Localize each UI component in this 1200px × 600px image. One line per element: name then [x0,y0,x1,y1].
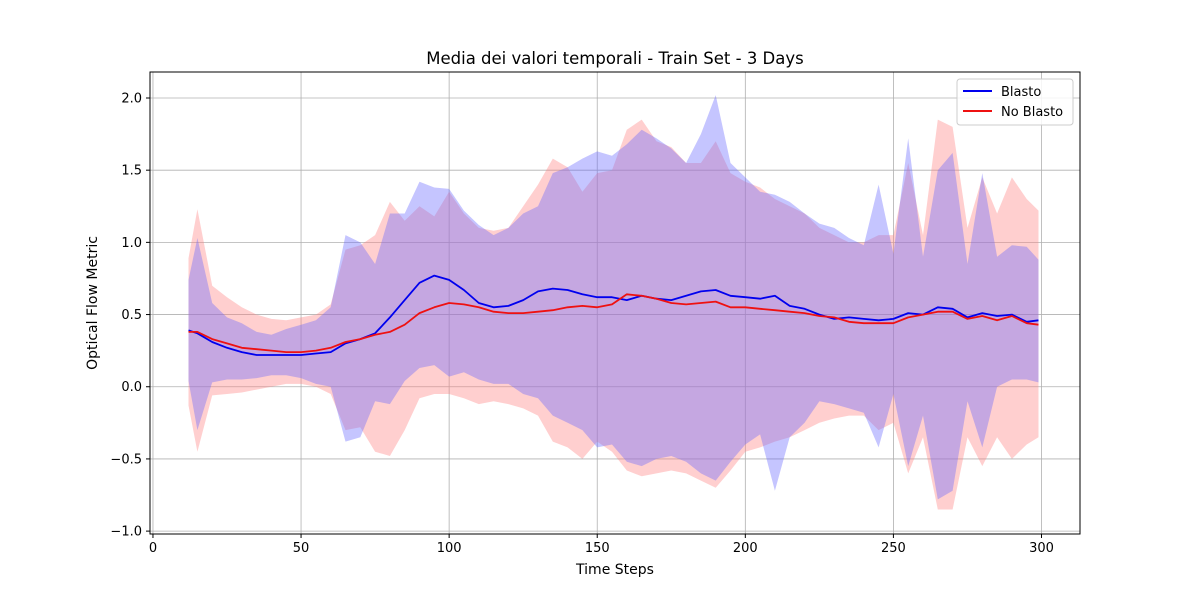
mean-lines [188,274,1039,356]
x-axis-ticks: 0 50 100 150 200 250 300 [149,534,1054,556]
y-tick-label: 2.0 [121,91,142,106]
x-axis-label: Time Steps [575,562,654,578]
y-tick-label: 0.5 [121,308,142,323]
x-tick-label: 0 [149,541,157,556]
legend-label-blasto: Blasto [1001,85,1041,100]
x-tick-label: 150 [585,541,610,556]
x-tick-label: 100 [437,541,462,556]
chart-title: Media dei valori temporali - Train Set -… [426,49,804,68]
y-axis-ticks: −1.0 −0.5 0.0 0.5 1.0 1.5 2.0 [110,91,150,540]
mean-line-blasto [188,274,1039,356]
x-tick-label: 250 [881,541,906,556]
std-band-no-blasto [188,119,1039,510]
x-tick-label: 200 [733,541,758,556]
y-tick-label: 1.0 [121,236,142,251]
y-tick-label: −1.0 [110,525,142,540]
legend: Blasto No Blasto [956,78,1074,126]
legend-label-no-blasto: No Blasto [1001,105,1063,120]
y-tick-label: −0.5 [110,452,142,467]
y-tick-label: 1.5 [121,164,142,179]
y-tick-label: 0.0 [121,380,142,395]
plot-frame [149,71,1081,535]
mean-line-no-blasto [188,293,1039,354]
x-tick-label: 50 [293,541,310,556]
y-axis-label: Optical Flow Metric [85,236,101,370]
x-tick-label: 300 [1029,541,1054,556]
